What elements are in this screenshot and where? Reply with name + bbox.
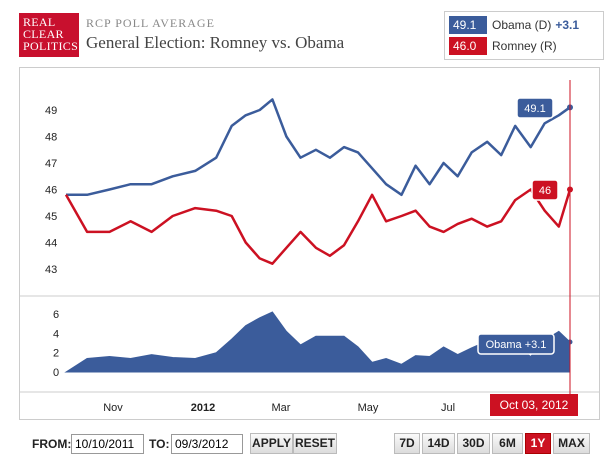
spread-end-label: Obama +3.1 <box>486 339 547 351</box>
legend-romney-value: 46.0 <box>449 37 487 55</box>
range-30d-button[interactable]: 30D <box>457 433 490 454</box>
logo-line: CLEAR <box>23 27 64 41</box>
selected-date-badge: Oct 03, 2012 <box>490 394 578 416</box>
legend: 49.1 Obama (D) +3.1 46.0 Romney (R) <box>444 11 604 60</box>
spread-end-label-box <box>477 333 555 355</box>
legend-row-romney: 46.0 Romney (R) <box>449 37 557 55</box>
romney-end-label-box <box>531 179 559 201</box>
spread-tick-label: 6 <box>53 309 59 321</box>
spread-tick-label: 2 <box>53 348 59 360</box>
to-date-input[interactable] <box>171 434 243 454</box>
spread-tick-label: 4 <box>53 328 59 340</box>
logo-line: REAL <box>23 15 56 29</box>
romney-end-label: 46 <box>539 185 551 197</box>
legend-obama-label: Obama (D) <box>492 18 552 32</box>
date-controls: FROM: TO: APPLY RESET 7D 14D 30D 6M 1Y M… <box>0 433 610 455</box>
range-1y-button[interactable]: 1Y <box>525 433 551 454</box>
range-7d-button[interactable]: 7D <box>394 433 420 454</box>
x-tick-label: Mar <box>272 402 291 414</box>
range-6m-button[interactable]: 6M <box>492 433 523 454</box>
apply-button[interactable]: APPLY <box>250 433 293 454</box>
y-tick-label: 49 <box>45 105 57 117</box>
x-tick-label: May <box>358 402 379 414</box>
y-tick-label: 43 <box>45 264 57 276</box>
chart-title: General Election: Romney vs. Obama <box>86 33 345 52</box>
from-label: FROM: <box>32 437 72 451</box>
y-tick-label: 45 <box>45 211 57 223</box>
legend-romney-label: Romney (R) <box>492 39 557 53</box>
y-tick-label: 48 <box>45 132 57 144</box>
x-tick-label: Jul <box>441 402 455 414</box>
x-tick-label: Nov <box>103 402 123 414</box>
from-date-input[interactable] <box>71 434 144 454</box>
x-tick-label: 2012 <box>191 402 215 414</box>
y-tick-label: 44 <box>45 238 57 250</box>
obama-line <box>66 98 571 197</box>
logo-line: POLITICS <box>23 39 79 53</box>
rcp-logo: REAL CLEAR POLITICS <box>19 13 79 57</box>
obama-end-label: 49.1 <box>524 103 545 115</box>
range-14d-button[interactable]: 14D <box>422 433 455 454</box>
chart-subtitle: RCP POLL AVERAGE <box>86 16 215 30</box>
y-tick-label: 46 <box>45 185 57 197</box>
spread-tick-label: 0 <box>53 367 59 379</box>
romney-line <box>64 188 572 265</box>
legend-obama-value: 49.1 <box>449 16 487 34</box>
reset-button[interactable]: RESET <box>293 433 337 454</box>
obama-end-label-box <box>516 97 554 119</box>
legend-row-obama: 49.1 Obama (D) +3.1 <box>449 16 579 34</box>
y-tick-label: 47 <box>45 158 57 170</box>
legend-obama-spread: +3.1 <box>555 18 580 32</box>
chart-frame <box>19 67 600 420</box>
to-label: TO: <box>149 437 170 451</box>
range-max-button[interactable]: MAX <box>553 433 590 454</box>
